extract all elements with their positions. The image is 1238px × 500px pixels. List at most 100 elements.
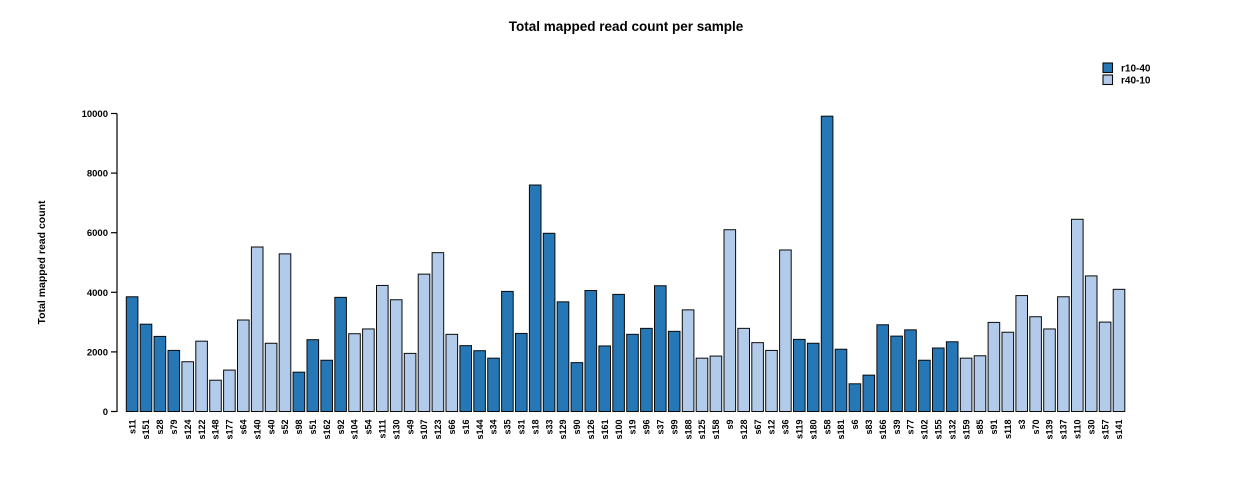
x-tick-label-s28: s28 [155, 420, 165, 435]
x-tick-label-s35: s35 [503, 420, 513, 435]
x-tick-label-s151: s151 [141, 420, 151, 440]
bar-s130 [389, 299, 403, 412]
x-tick-label-s161: s161 [600, 420, 610, 440]
bar-s79 [167, 349, 181, 413]
x-tick-label-s102: s102 [920, 420, 930, 440]
bar-s92 [334, 296, 347, 412]
bar-s158 [709, 355, 723, 412]
x-tick-label-s9: s9 [725, 420, 735, 430]
x-tick-label-s40: s40 [266, 420, 276, 435]
x-tick-label-s123: s123 [433, 420, 443, 440]
x-tick-label-s104: s104 [350, 420, 360, 440]
bar-s77 [904, 329, 917, 412]
y-axis-title: Total mapped read count [36, 200, 48, 325]
x-tick-label-s54: s54 [364, 420, 374, 435]
bar-s98 [292, 371, 306, 412]
x-tick-label-s83: s83 [864, 420, 874, 435]
x-tick-label-s51: s51 [308, 420, 318, 435]
x-tick-label-s132: s132 [947, 420, 957, 440]
x-tick-label-s148: s148 [211, 420, 221, 440]
bar-s144 [473, 350, 486, 413]
x-tick-label-s18: s18 [530, 420, 540, 435]
bar-s188 [681, 309, 695, 412]
bar-s161 [598, 345, 612, 412]
bar-s137 [1057, 296, 1070, 412]
legend-label-r10-40: r10-40 [1121, 64, 1151, 75]
x-tick-label-s70: s70 [1031, 420, 1041, 435]
x-tick-label-s77: s77 [906, 420, 916, 435]
bar-s37 [654, 285, 667, 412]
bar-s141 [1112, 288, 1126, 413]
x-tick-label-s181: s181 [836, 420, 846, 440]
x-tick-label-s125: s125 [697, 420, 707, 440]
bar-s91 [987, 321, 1001, 413]
bar-s52 [278, 253, 292, 412]
bar-s148 [209, 379, 222, 412]
bar-s64 [237, 319, 250, 413]
x-tick-label-s122: s122 [197, 420, 207, 440]
y-tick-label: 4000 [87, 288, 108, 299]
bar-s3 [1015, 295, 1029, 412]
x-tick-label-s34: s34 [489, 420, 499, 435]
x-tick-label-s11: s11 [127, 420, 137, 435]
x-tick-label-s98: s98 [294, 420, 304, 435]
x-tick-label-s158: s158 [711, 420, 721, 440]
bar-s36 [779, 249, 792, 412]
x-tick-label-s79: s79 [169, 420, 179, 435]
bar-s18 [528, 184, 542, 412]
bar-s181 [834, 348, 848, 412]
x-tick-label-s157: s157 [1100, 420, 1110, 440]
bar-s67 [751, 342, 764, 412]
x-tick-label-s139: s139 [1045, 420, 1055, 440]
bar-s126 [584, 290, 598, 412]
x-tick-label-s110: s110 [1073, 420, 1083, 440]
bar-s125 [695, 357, 709, 412]
x-tick-label-s12: s12 [767, 420, 777, 435]
x-tick-label-s124: s124 [183, 420, 193, 440]
bar-s6 [848, 383, 862, 413]
bar-s11 [125, 296, 139, 412]
x-tick-label-s67: s67 [753, 420, 763, 435]
x-tick-label-s107: s107 [419, 420, 429, 440]
y-tick-label: 10000 [82, 109, 108, 120]
x-tick-label-s52: s52 [280, 420, 290, 435]
bar-s104 [348, 333, 361, 412]
x-tick-label-s119: s119 [795, 420, 805, 440]
x-tick-label-s16: s16 [461, 420, 471, 435]
x-tick-label-s126: s126 [586, 420, 596, 440]
bar-s100 [612, 293, 625, 412]
x-tick-label-s159: s159 [961, 420, 971, 440]
legend-label-r40-10: r40-10 [1121, 76, 1151, 87]
x-tick-label-s177: s177 [225, 420, 235, 440]
bar-s58 [820, 115, 834, 412]
x-tick-label-s92: s92 [336, 420, 346, 435]
x-tick-label-s188: s188 [683, 420, 693, 440]
bar-s30 [1084, 275, 1098, 412]
bar-s162 [320, 359, 333, 412]
x-tick-label-s6: s6 [850, 420, 860, 430]
bar-s110 [1071, 218, 1084, 412]
bar-s34 [487, 357, 500, 412]
bar-s49 [403, 352, 417, 413]
y-tick-label: 6000 [87, 228, 108, 239]
bar-s157 [1098, 321, 1112, 413]
bar-s96 [640, 327, 653, 412]
x-tick-label-s162: s162 [322, 420, 332, 440]
bar-s151 [139, 323, 153, 413]
x-tick-label-s99: s99 [669, 420, 679, 435]
x-tick-label-s37: s37 [656, 420, 666, 435]
x-tick-label-s30: s30 [1086, 420, 1096, 435]
x-tick-label-s58: s58 [822, 420, 832, 435]
bar-s119 [793, 338, 806, 412]
bar-s12 [765, 349, 778, 413]
x-tick-label-s111: s111 [378, 420, 388, 439]
bar-s122 [195, 340, 208, 412]
bar-s35 [501, 290, 514, 413]
bar-s123 [431, 252, 445, 412]
x-tick-label-s144: s144 [475, 420, 485, 440]
x-tick-label-s33: s33 [544, 420, 554, 435]
y-tick-label: 8000 [87, 169, 108, 180]
x-tick-label-s66: s66 [447, 420, 457, 435]
x-tick-label-s129: s129 [558, 420, 568, 440]
